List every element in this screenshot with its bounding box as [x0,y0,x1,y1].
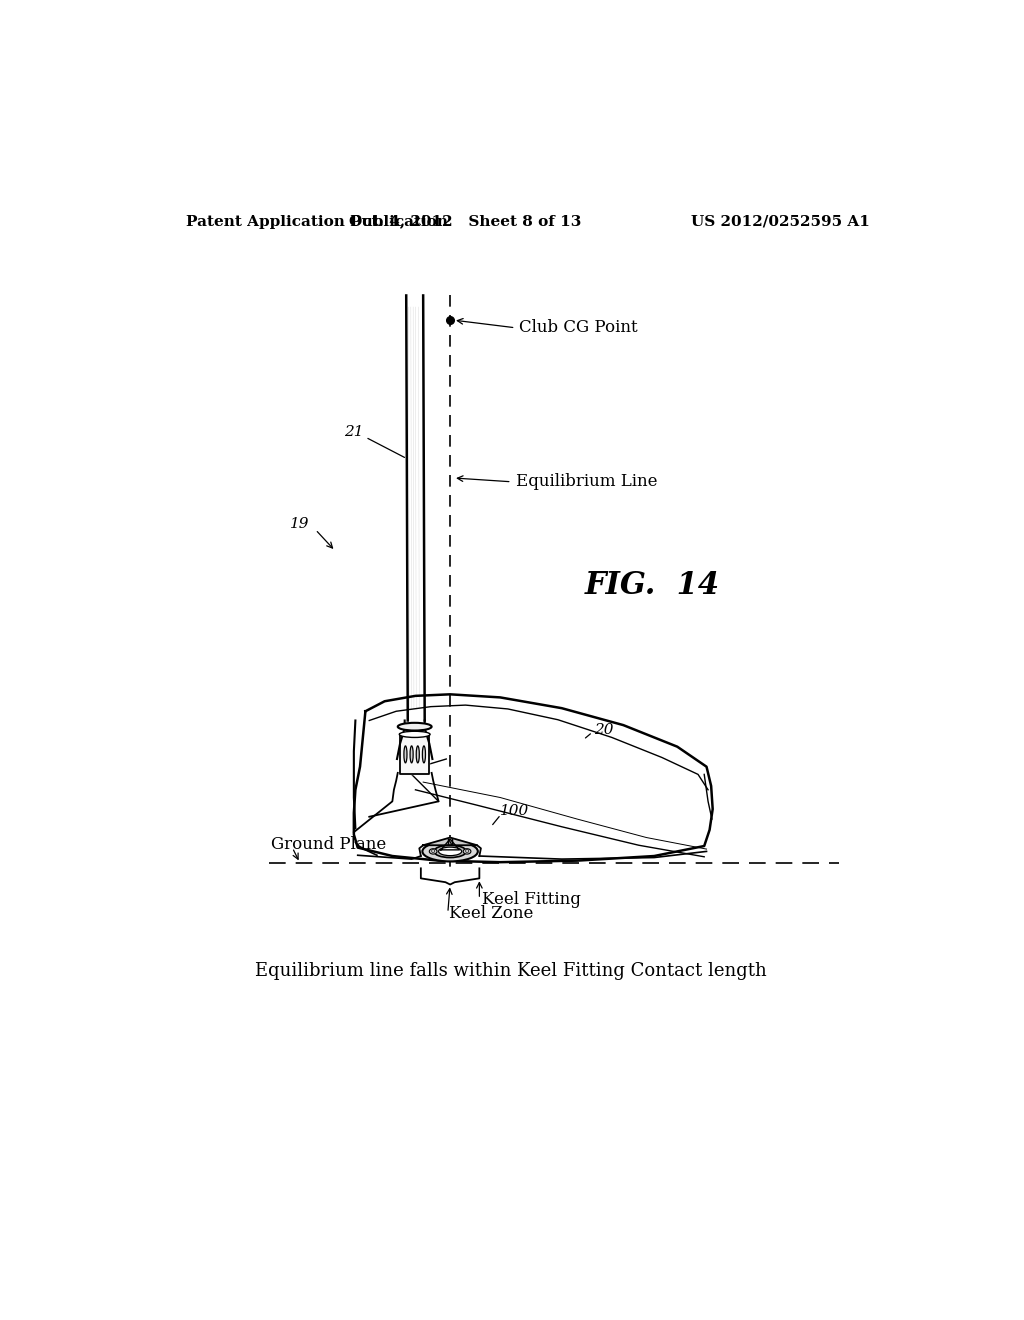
Text: o: o [465,849,469,854]
Text: Equilibrium Line: Equilibrium Line [515,474,657,490]
Ellipse shape [422,746,425,763]
Text: 19: 19 [290,517,309,531]
Text: Equilibrium line falls within Keel Fitting Contact length: Equilibrium line falls within Keel Fitti… [255,962,767,979]
Text: Keel Fitting: Keel Fitting [481,891,581,908]
Text: Keel Zone: Keel Zone [450,904,534,921]
Text: o: o [431,849,435,854]
Ellipse shape [416,746,419,763]
Text: 21: 21 [344,425,364,438]
Text: 100: 100 [500,804,529,818]
Text: Oct. 4, 2012   Sheet 8 of 13: Oct. 4, 2012 Sheet 8 of 13 [349,215,582,228]
Ellipse shape [399,731,430,738]
Text: US 2012/0252595 A1: US 2012/0252595 A1 [691,215,869,228]
Text: Club CG Point: Club CG Point [519,319,638,337]
Polygon shape [423,838,477,845]
Text: 20: 20 [594,723,613,737]
Ellipse shape [438,847,462,855]
Text: Ground Plane: Ground Plane [270,836,386,853]
Ellipse shape [429,849,437,854]
Text: FIG.  14: FIG. 14 [585,570,720,601]
Ellipse shape [422,841,478,862]
Text: N: N [446,840,454,849]
Text: Patent Application Publication: Patent Application Publication [186,215,449,228]
Ellipse shape [403,746,407,763]
Ellipse shape [397,723,432,730]
Ellipse shape [434,845,466,858]
Polygon shape [400,734,429,775]
Ellipse shape [463,849,471,854]
Ellipse shape [410,746,413,763]
